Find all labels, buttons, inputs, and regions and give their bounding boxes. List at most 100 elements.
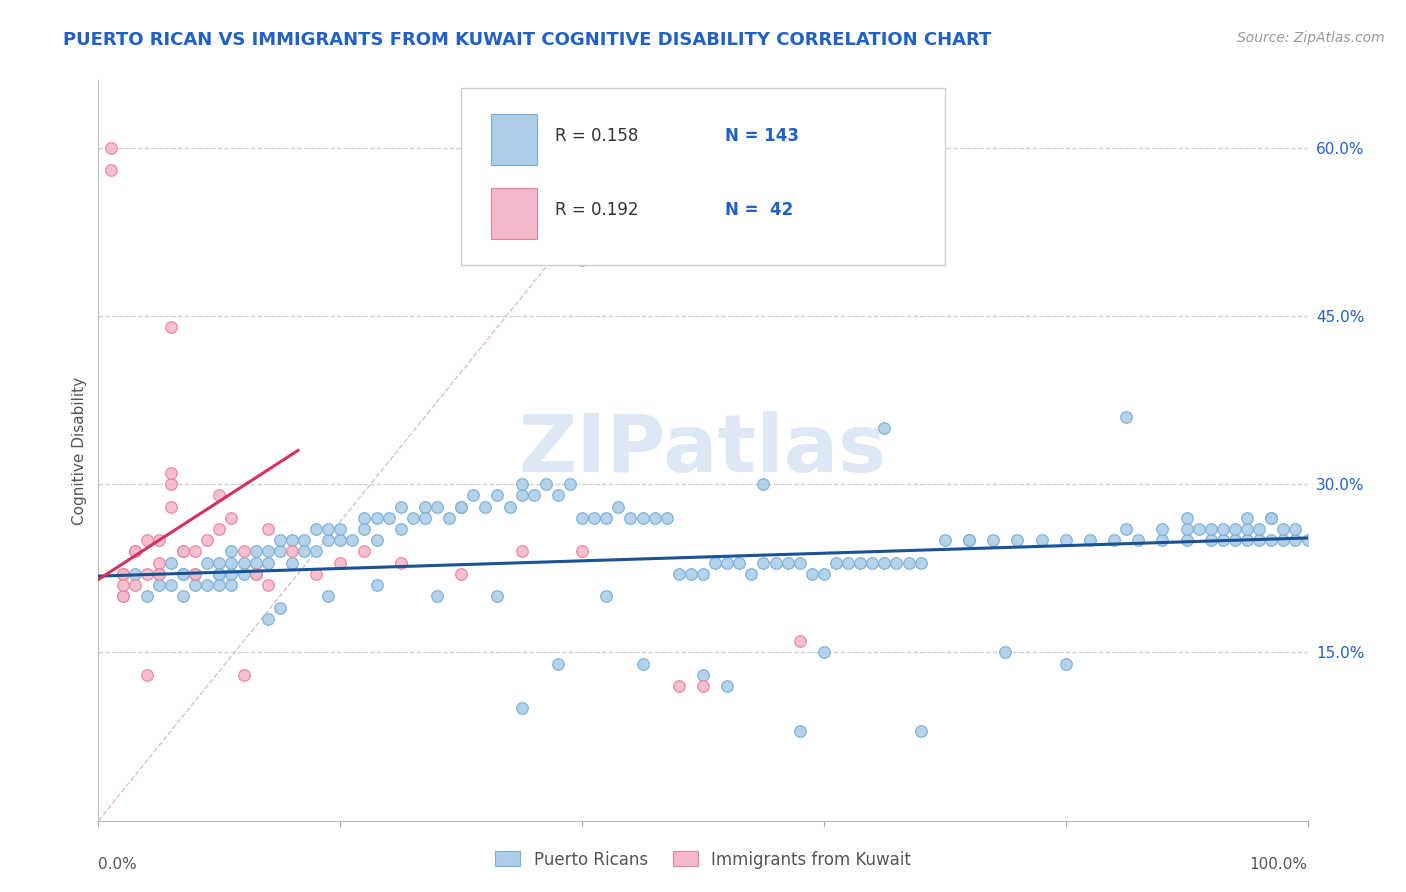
Point <box>160 578 183 592</box>
Point <box>692 566 714 581</box>
Point <box>789 723 811 738</box>
Point <box>172 566 194 581</box>
Point <box>148 533 170 548</box>
Point <box>124 566 146 581</box>
Point <box>366 578 388 592</box>
Point <box>1223 533 1246 548</box>
Point <box>292 533 315 548</box>
Point <box>1284 533 1306 548</box>
Point <box>208 556 231 570</box>
Point <box>256 544 278 558</box>
Point <box>413 510 436 524</box>
Point <box>716 556 738 570</box>
Point <box>910 556 932 570</box>
Point <box>135 589 157 603</box>
Point <box>1054 533 1077 548</box>
Point <box>269 600 291 615</box>
Text: 0.0%: 0.0% <box>98 856 138 871</box>
Point <box>510 477 533 491</box>
Point <box>208 578 231 592</box>
Point <box>1007 533 1029 548</box>
Point <box>1199 533 1222 548</box>
Point <box>1260 510 1282 524</box>
Point <box>716 679 738 693</box>
Point <box>232 544 254 558</box>
Point <box>329 556 352 570</box>
Point <box>450 500 472 514</box>
Point <box>256 578 278 592</box>
Point <box>148 578 170 592</box>
Point <box>172 544 194 558</box>
Point <box>631 657 654 671</box>
Point <box>305 544 328 558</box>
Point <box>1236 510 1258 524</box>
Point <box>1175 510 1198 524</box>
Point <box>135 668 157 682</box>
Point <box>994 645 1017 659</box>
Point <box>172 544 194 558</box>
Point <box>837 556 859 570</box>
Point <box>463 488 485 502</box>
Point <box>619 510 641 524</box>
Point <box>1175 522 1198 536</box>
Point <box>1199 522 1222 536</box>
Point <box>450 566 472 581</box>
Point <box>111 589 134 603</box>
Point <box>825 556 848 570</box>
Point <box>1260 533 1282 548</box>
Point <box>100 163 122 178</box>
Point <box>534 477 557 491</box>
Text: R = 0.192: R = 0.192 <box>555 201 638 219</box>
Point <box>1175 533 1198 548</box>
Point <box>160 500 183 514</box>
Point <box>221 544 243 558</box>
Point <box>571 544 593 558</box>
Point <box>426 500 449 514</box>
Point <box>1236 522 1258 536</box>
Point <box>510 488 533 502</box>
Point <box>256 556 278 570</box>
Point <box>1078 533 1101 548</box>
Point <box>342 533 364 548</box>
Point <box>1223 522 1246 536</box>
Y-axis label: Cognitive Disability: Cognitive Disability <box>72 376 87 524</box>
Point <box>704 556 727 570</box>
Point <box>837 196 859 211</box>
Point <box>752 556 775 570</box>
FancyBboxPatch shape <box>461 87 945 266</box>
Point <box>111 578 134 592</box>
Point <box>281 556 304 570</box>
Point <box>728 556 751 570</box>
Point <box>1102 533 1125 548</box>
Point <box>172 566 194 581</box>
Point <box>957 533 980 548</box>
Point <box>148 566 170 581</box>
Point <box>668 679 690 693</box>
Point <box>813 645 835 659</box>
Point <box>1260 510 1282 524</box>
Point <box>789 634 811 648</box>
Point <box>184 566 207 581</box>
Point <box>523 488 546 502</box>
Text: PUERTO RICAN VS IMMIGRANTS FROM KUWAIT COGNITIVE DISABILITY CORRELATION CHART: PUERTO RICAN VS IMMIGRANTS FROM KUWAIT C… <box>63 31 991 49</box>
Point <box>897 556 920 570</box>
Point <box>389 500 412 514</box>
Point <box>124 544 146 558</box>
Text: 100.0%: 100.0% <box>1250 856 1308 871</box>
Point <box>1296 533 1319 548</box>
Point <box>195 578 218 592</box>
Point <box>510 544 533 558</box>
Point <box>208 488 231 502</box>
Point <box>148 556 170 570</box>
Point <box>692 668 714 682</box>
FancyBboxPatch shape <box>492 187 537 239</box>
Point <box>316 533 339 548</box>
Point <box>148 566 170 581</box>
Point <box>644 510 666 524</box>
Point <box>184 544 207 558</box>
Point <box>910 723 932 738</box>
Point <box>486 589 509 603</box>
Point <box>221 510 243 524</box>
Point <box>655 510 678 524</box>
Point <box>135 533 157 548</box>
